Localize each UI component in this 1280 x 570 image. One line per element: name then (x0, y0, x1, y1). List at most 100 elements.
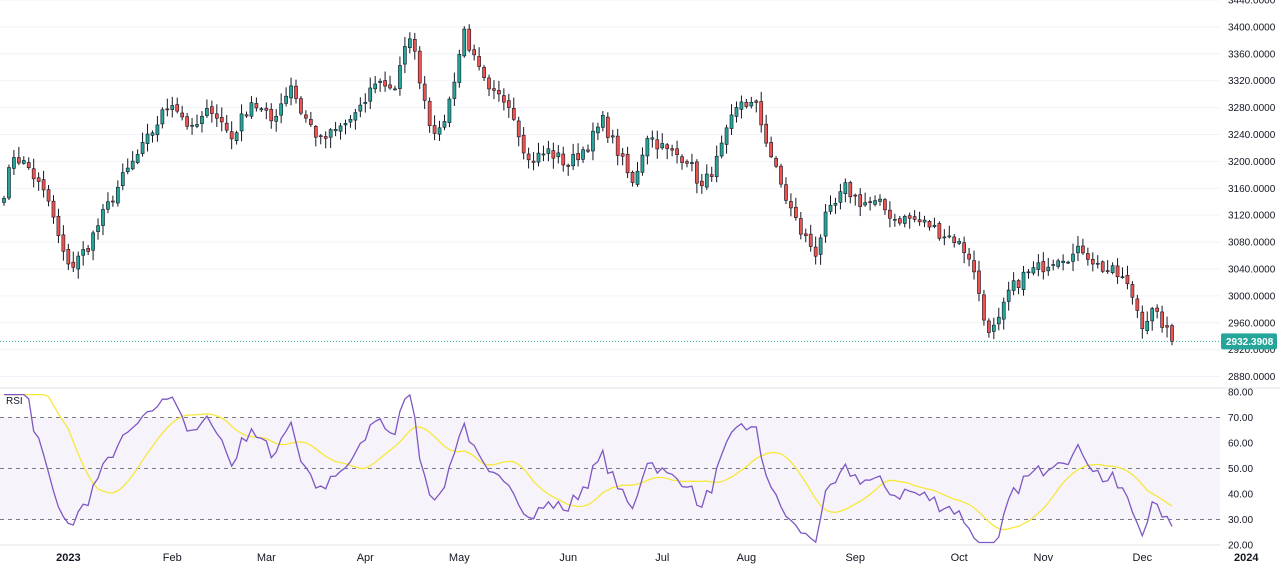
candle-body (655, 139, 660, 150)
time-tick-label: Feb (163, 552, 182, 564)
candle-body (561, 153, 566, 166)
candle-body (407, 38, 412, 48)
candle-body (1125, 275, 1130, 285)
rsi-title: RSI (6, 396, 23, 407)
candle-body (318, 135, 323, 138)
price-tick-label: 3000.0000 (1228, 291, 1276, 302)
rsi-axis[interactable]: 20.00 30.00 40.00 50.00 60.00 70.00 80.00 (1228, 388, 1253, 552)
candle-body (432, 125, 437, 134)
candle-body (591, 130, 595, 152)
candle-body (878, 198, 882, 202)
candle-body (620, 153, 625, 157)
time-tick-label: Oct (951, 552, 968, 564)
candle-body (170, 105, 175, 110)
candle-body (630, 172, 635, 183)
rsi-tick-label: 70.00 (1228, 413, 1253, 424)
candle-body (180, 112, 185, 118)
candle-body (17, 157, 21, 164)
candle-body (699, 180, 704, 187)
candle-body (907, 215, 912, 219)
candle-body (952, 236, 957, 244)
candle-body (1011, 280, 1016, 291)
candle-body (1086, 253, 1090, 260)
candle-body (244, 114, 249, 117)
candle-body (224, 122, 229, 131)
price-tick-label: 3240.0000 (1228, 130, 1276, 141)
candle-body (704, 173, 709, 188)
price-tick-label: 2920.0000 (1228, 345, 1276, 356)
candle-body (749, 101, 754, 107)
rsi-tick-label: 60.00 (1228, 439, 1253, 450)
candle-body (764, 123, 769, 144)
candle-body (897, 218, 902, 224)
price-tick-label: 3080.0000 (1228, 238, 1276, 249)
candle-body (309, 118, 313, 125)
candle-body (818, 237, 823, 255)
candle-body (487, 77, 491, 90)
candle-body (71, 261, 76, 268)
candle-body (937, 223, 942, 239)
candle-body (358, 104, 363, 112)
candle-body (477, 56, 481, 67)
candle-body (754, 100, 759, 103)
candle-body (605, 116, 610, 138)
candle-body (685, 161, 689, 164)
last-price-tag (1221, 333, 1277, 350)
candle-body (125, 167, 130, 173)
candle-body (828, 204, 833, 212)
candle-body (150, 132, 155, 136)
price-grid (0, 0, 1220, 378)
candle-body (249, 102, 254, 117)
candle-body (422, 83, 427, 101)
candle-body (843, 182, 848, 194)
candle-body (556, 152, 561, 158)
candle-body (1150, 308, 1155, 322)
candle-body (546, 148, 551, 154)
candle-body (1041, 261, 1046, 273)
candle-body (977, 270, 981, 294)
candle-body (912, 216, 917, 220)
candle-body (853, 194, 858, 197)
candle-body (665, 144, 670, 149)
candle-body (601, 115, 605, 128)
candle-body (625, 153, 630, 174)
candle-body (1051, 264, 1056, 266)
price-axis[interactable]: 2880.0000 2920.0000 2960.0000 3000.0000 3040… (1228, 0, 1276, 383)
candle-body (333, 129, 338, 132)
candle-body (388, 84, 392, 89)
candle-body (1100, 261, 1105, 272)
candle-body (363, 101, 368, 104)
rsi-tick-label: 20.00 (1228, 541, 1253, 552)
candle-body (447, 98, 452, 123)
candle-body (200, 115, 204, 124)
candle-body (91, 232, 95, 251)
candle-body (794, 206, 798, 218)
candle-body (759, 101, 764, 126)
candle-body (145, 133, 150, 144)
time-tick-label: Apr (357, 552, 374, 564)
candle-body (640, 154, 645, 173)
candle-body (813, 246, 818, 257)
candle-body (165, 108, 170, 111)
candle-body (942, 236, 947, 239)
candle-body (734, 107, 739, 117)
candle-body (284, 95, 288, 104)
candle-body (452, 81, 457, 99)
candle-body (586, 149, 590, 152)
candle-body (922, 219, 927, 223)
time-axis[interactable]: 2023 Feb Mar Apr May Jun Jul Aug Sep Oct Nov Dec 202… (56, 552, 1259, 564)
candle-body (1061, 260, 1065, 263)
candle-body (873, 200, 877, 205)
candle-body (917, 219, 922, 223)
candle-body (635, 170, 640, 185)
price-tick-label: 3120.0000 (1228, 211, 1276, 222)
time-tick-label: Aug (737, 552, 757, 564)
candle-body (120, 172, 125, 186)
candle-body (1066, 261, 1070, 264)
candle-body (541, 153, 546, 156)
time-tick-label: 2024 (1234, 552, 1259, 564)
candle-body (492, 88, 496, 91)
candle-body (259, 108, 264, 111)
candle-body (789, 201, 793, 209)
